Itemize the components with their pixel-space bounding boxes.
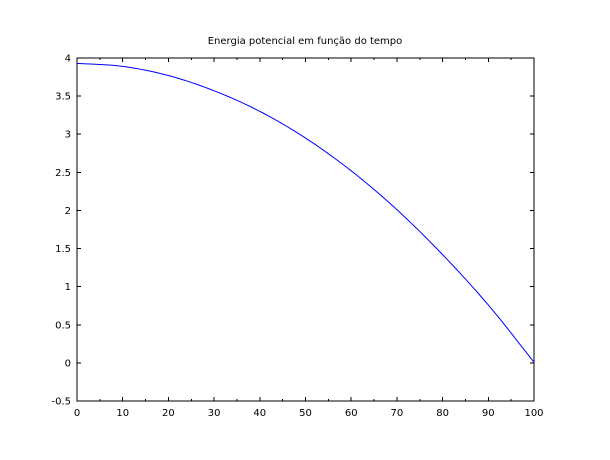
x-tick-label: 30 bbox=[208, 408, 221, 419]
y-tick-label: 1 bbox=[65, 282, 71, 293]
y-tick-label: 0.5 bbox=[55, 320, 71, 331]
y-tick-label: 4 bbox=[65, 54, 71, 65]
series-line bbox=[76, 62, 535, 363]
y-tick-label: 1.5 bbox=[55, 244, 71, 255]
x-tick-label: 80 bbox=[436, 408, 449, 419]
y-tick-label: -0.5 bbox=[51, 397, 71, 408]
chart-title: Energia potencial em função do tempo bbox=[208, 36, 403, 47]
x-tick-label: 70 bbox=[391, 408, 404, 419]
x-tick-label: 90 bbox=[482, 408, 495, 419]
y-tick-label: 2.5 bbox=[55, 168, 71, 179]
y-tick-label: 0 bbox=[65, 358, 71, 369]
y-tick-label: 3 bbox=[65, 130, 71, 141]
x-tick-label: 40 bbox=[253, 408, 266, 419]
x-axis: 0 10 20 30 40 50 60 70 80 90 100 bbox=[74, 58, 544, 419]
y-tick-label: 2 bbox=[65, 206, 71, 217]
x-tick-label: 0 bbox=[74, 408, 80, 419]
x-tick-label: 10 bbox=[116, 408, 129, 419]
series-layer bbox=[76, 62, 535, 363]
x-tick-label: 20 bbox=[162, 408, 175, 419]
x-tick-label: 60 bbox=[345, 408, 358, 419]
x-tick-label: 50 bbox=[299, 408, 312, 419]
y-axis: -0.5 0 0.5 1 1.5 2 2.5 3 3.5 4 bbox=[51, 54, 534, 408]
plot-frame bbox=[76, 57, 535, 402]
y-tick-label: 3.5 bbox=[55, 92, 71, 103]
x-tick-label: 100 bbox=[524, 408, 543, 419]
